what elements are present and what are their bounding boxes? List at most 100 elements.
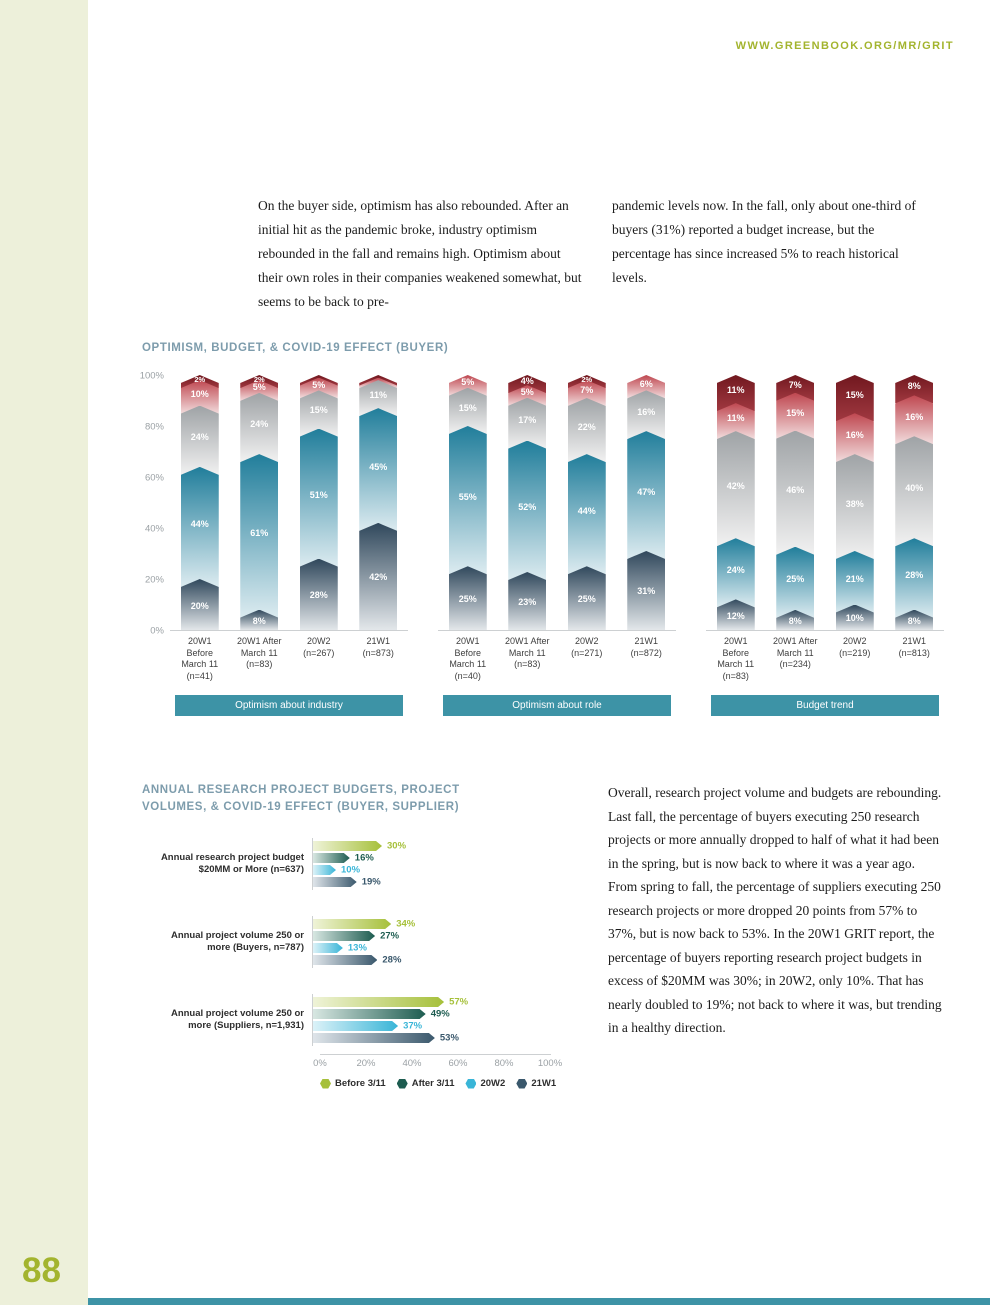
bar-value-label: 8% xyxy=(252,615,266,626)
hbar-row: Annual research project budget $20MM or … xyxy=(142,838,602,890)
x-axis-label: 20W1 Before March 11 (n=40) xyxy=(449,636,487,681)
bar-segment xyxy=(776,609,815,630)
bottom-paragraph: Overall, research project volume and bud… xyxy=(608,785,942,1035)
bar-slot: 25% 55% 15% 5% xyxy=(438,375,497,630)
bar-value-label: 61% xyxy=(250,527,269,538)
stacked-chart: 100% 80% 60% 40% 20% 0% 20% 44% 24% 10% 2% 8% 61% 24… xyxy=(140,371,952,716)
bar-value-label: 25% xyxy=(577,594,596,605)
bar-segment xyxy=(508,571,547,630)
hbar-line: 27% xyxy=(313,930,552,942)
bar-slot: 8% 25% 46% 15% 7% xyxy=(766,375,825,630)
bar-value-label: 8% xyxy=(907,381,921,392)
x-axis-label: 20W1 After March 11 (n=83) xyxy=(236,636,282,669)
bar-segment xyxy=(180,466,219,587)
bar-segment xyxy=(835,413,874,463)
bar-slot: 20% 44% 24% 10% 2% xyxy=(170,375,229,630)
hbar-line: 57% xyxy=(313,996,552,1008)
x-axis-labels: 20W1 Before March 11 (n=83) 20W1 After Ma… xyxy=(706,636,944,682)
x-axis-label: 21W1 (n=872) xyxy=(630,636,662,658)
x-axis-label: 20W2 (n=271) xyxy=(571,636,603,658)
bar-value-label: 38% xyxy=(845,498,864,509)
hbar-value-label: 53% xyxy=(439,1032,459,1044)
legend-marker-icon xyxy=(465,1078,477,1089)
stacked-bar: 10% 21% 38% 16% 15% xyxy=(835,375,874,630)
bar-segment xyxy=(508,440,547,580)
hbar-line: 28% xyxy=(313,955,552,966)
x-axis-label: 21W1 (n=873) xyxy=(362,636,394,658)
hbar-line: 19% xyxy=(313,876,552,888)
bar-segment xyxy=(448,566,487,630)
bar-value-label: 42% xyxy=(369,572,388,583)
hbar-bar xyxy=(313,955,377,965)
bar-segment xyxy=(895,609,934,630)
hbar-row-label: Annual research project budget $20MM or … xyxy=(160,852,304,875)
hbar-value-label: 57% xyxy=(449,996,469,1008)
legend-label: 21W1 xyxy=(531,1078,557,1089)
page-number: 88 xyxy=(22,1251,61,1290)
hbar-line: 13% xyxy=(313,943,552,954)
bar-value-label: 28% xyxy=(905,569,924,580)
legend-item: Before 3/11 xyxy=(320,1078,386,1089)
bar-segment xyxy=(508,397,547,449)
y-axis-tick-label: 60% xyxy=(144,472,164,484)
bar-segment xyxy=(716,538,755,608)
stacked-bar: 25% 44% 22% 7% 2% xyxy=(567,375,606,630)
bar-segment xyxy=(567,397,606,463)
x-axis-label: 20W1 After March 11 (n=83) xyxy=(504,636,550,669)
bar-value-label: 31% xyxy=(637,586,656,597)
hbar-value-label: 16% xyxy=(354,852,374,864)
bar-segment xyxy=(299,377,338,399)
hbar-value-label: 27% xyxy=(380,930,400,942)
x-axis-labels: 20W1 Before March 11 (n=41) 20W1 After Ma… xyxy=(170,636,408,682)
bar-segment xyxy=(776,546,815,618)
hbar-value-label: 19% xyxy=(361,876,381,888)
bar-value-label: 4% xyxy=(520,376,534,387)
x-axis-label: 20W1 Before March 11 (n=41) xyxy=(181,636,219,681)
chart-groups: 20% 44% 24% 10% 2% 8% 61% 24% 5% 2% 28% 51% 15% 5% 42%… xyxy=(170,375,952,716)
bar-segment xyxy=(895,538,934,618)
x-axis-tick-label: 80% xyxy=(494,1058,514,1069)
stacked-bar: 8% 25% 46% 15% 7% xyxy=(776,375,815,630)
bar-segment xyxy=(180,579,219,630)
bar-value-label: 8% xyxy=(907,615,921,626)
hbar-line: 30% xyxy=(313,841,552,852)
hbar-value-label: 37% xyxy=(403,1020,423,1032)
bar-segment xyxy=(240,454,279,618)
bar-segment xyxy=(448,426,487,575)
hbar-bar xyxy=(313,1021,398,1031)
bar-segment xyxy=(835,550,874,613)
bar-value-label: 5% xyxy=(252,382,266,393)
bar-value-label: 6% xyxy=(639,378,653,389)
bar-segment xyxy=(359,522,398,630)
bar-value-label: 7% xyxy=(580,385,594,396)
x-axis-label: 20W2 (n=267) xyxy=(303,636,335,658)
y-axis-tick-label: 100% xyxy=(139,370,164,382)
bar-value-label: 16% xyxy=(905,411,924,422)
stacked-bar: 8% 61% 24% 5% 2% xyxy=(240,375,279,630)
bar-slot: 23% 52% 17% 5% 4% xyxy=(498,375,557,630)
x-axis-label: 21W1 (n=813) xyxy=(898,636,930,658)
bar-value-label: 7% xyxy=(788,379,802,390)
header-website-link[interactable]: WWW.GREENBOOK.ORG/MR/GRIT xyxy=(735,40,954,52)
bar-value-label: 22% xyxy=(577,422,596,432)
bar-value-label: 23% xyxy=(518,596,537,607)
bar-value-label: 55% xyxy=(458,492,477,503)
bar-value-label: 15% xyxy=(458,402,477,413)
hbar-row-label: Annual project volume 250 or more (Buyer… xyxy=(170,930,304,953)
hbar-bar xyxy=(313,841,382,851)
legend-item: 21W1 xyxy=(516,1078,556,1089)
bar-slot: 28% 51% 15% 5% xyxy=(289,375,348,630)
stacked-bar: 28% 51% 15% 5% xyxy=(299,375,338,630)
bar-segment xyxy=(240,380,279,401)
hbar-bar xyxy=(313,931,375,941)
hbar-rows: Annual research project budget $20MM or … xyxy=(142,838,602,1046)
group-label-chip: Optimism about industry xyxy=(175,695,403,716)
bar-value-label: 2% xyxy=(581,374,593,384)
stacked-bar: 12% 24% 42% 11% 11% xyxy=(716,375,755,630)
bar-value-label: 40% xyxy=(905,483,924,494)
bar-segment xyxy=(627,550,666,630)
legend-marker-icon xyxy=(320,1078,331,1089)
bar-value-label: 44% xyxy=(190,518,209,529)
group-label-chip: Budget trend xyxy=(711,695,939,716)
